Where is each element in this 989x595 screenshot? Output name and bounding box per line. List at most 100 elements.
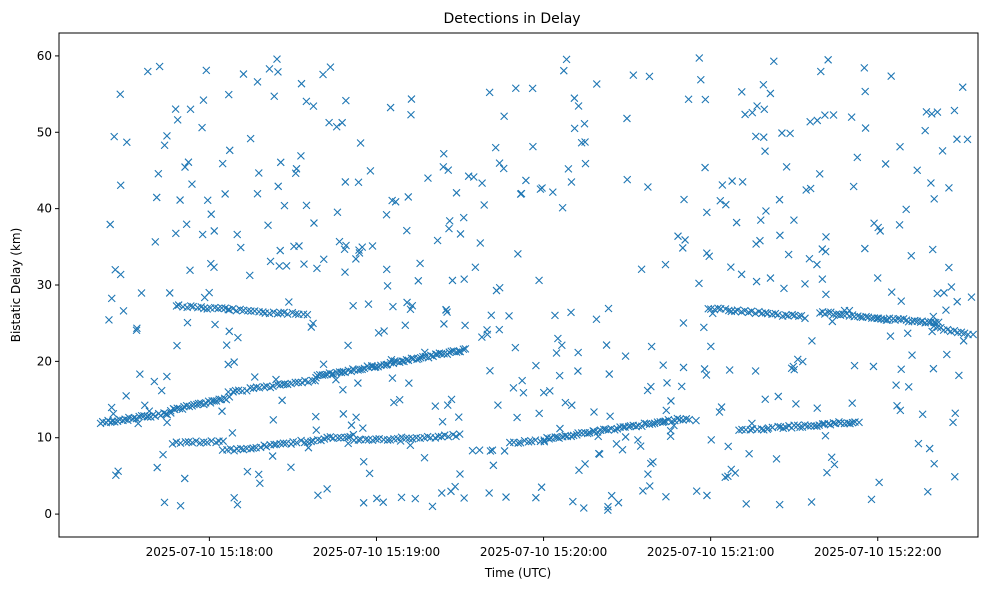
clutter-point xyxy=(198,123,206,132)
clutter-point xyxy=(552,349,561,357)
track-point xyxy=(200,304,208,313)
clutter-point xyxy=(726,263,735,271)
track-point xyxy=(452,432,460,441)
clutter-point xyxy=(171,105,180,114)
clutter-point xyxy=(491,143,500,152)
clutter-point xyxy=(529,142,537,151)
track-point xyxy=(192,437,200,446)
clutter-point xyxy=(135,370,144,379)
track-point xyxy=(203,438,212,447)
clutter-point xyxy=(513,250,522,258)
clutter-point xyxy=(575,466,583,475)
x-tick-label: 2025-07-10 15:22:00 xyxy=(814,545,941,559)
clutter-point xyxy=(452,188,461,197)
clutter-point xyxy=(114,467,123,476)
track-point xyxy=(727,307,736,316)
clutter-point xyxy=(163,418,171,427)
clutter-point xyxy=(659,361,668,369)
track-point xyxy=(862,312,870,321)
clutter-point xyxy=(752,277,761,286)
clutter-point xyxy=(456,470,464,478)
clutter-point xyxy=(940,288,948,297)
clutter-point xyxy=(954,371,963,380)
clutter-point xyxy=(445,216,454,225)
track-point xyxy=(371,363,380,371)
clutter-point xyxy=(460,494,469,502)
clutter-point xyxy=(500,447,509,455)
clutter-point xyxy=(180,474,189,483)
data-markers xyxy=(96,54,978,515)
clutter-point xyxy=(556,424,564,433)
track-point xyxy=(291,378,300,387)
clutter-point xyxy=(485,88,494,97)
track-point xyxy=(444,432,453,441)
clutter-point xyxy=(464,172,473,181)
y-tick-label: 60 xyxy=(37,49,52,63)
track-point xyxy=(774,422,782,431)
track-point xyxy=(803,422,812,430)
clutter-point xyxy=(929,364,938,373)
clutter-point xyxy=(604,304,613,313)
clutter-point xyxy=(352,413,360,422)
clutter-point xyxy=(519,388,528,397)
clutter-point xyxy=(605,370,614,378)
track-point xyxy=(320,371,329,379)
clutter-point xyxy=(221,190,230,198)
clutter-point xyxy=(873,274,882,282)
clutter-point xyxy=(707,435,716,444)
clutter-point xyxy=(666,432,675,441)
track-point xyxy=(199,438,208,447)
clutter-point xyxy=(518,376,527,385)
clutter-point xyxy=(280,201,289,210)
clutter-point xyxy=(751,132,760,141)
clutter-point xyxy=(567,178,576,186)
track-point xyxy=(797,311,806,320)
y-tick-label: 50 xyxy=(37,125,52,139)
clutter-point xyxy=(341,96,350,105)
clutter-point xyxy=(772,454,781,463)
clutter-point xyxy=(319,255,328,264)
track-point xyxy=(372,435,380,443)
clutter-point xyxy=(344,439,353,448)
clutter-point xyxy=(606,412,614,421)
clutter-point xyxy=(119,307,128,315)
x-tick-label: 2025-07-10 15:19:00 xyxy=(313,545,440,559)
track-point xyxy=(774,311,782,319)
clutter-point xyxy=(721,200,730,209)
clutter-point xyxy=(488,446,497,455)
clutter-point xyxy=(807,498,816,506)
clutter-point xyxy=(808,336,816,345)
clutter-point xyxy=(236,243,245,252)
clutter-point xyxy=(921,126,930,135)
clutter-point xyxy=(732,218,741,227)
clutter-point xyxy=(325,118,333,127)
track-point xyxy=(339,367,348,376)
track-point xyxy=(246,384,255,392)
clutter-point xyxy=(143,67,152,76)
track-point xyxy=(790,421,798,430)
clutter-point xyxy=(678,244,687,252)
clutter-point xyxy=(875,478,884,487)
clutter-point xyxy=(927,179,935,187)
clutter-point xyxy=(300,260,308,268)
track-point xyxy=(682,414,691,423)
clutter-point xyxy=(568,497,577,506)
clutter-point xyxy=(663,378,671,387)
clutter-point xyxy=(407,110,415,119)
clutter-point xyxy=(443,308,451,317)
track-point xyxy=(816,309,824,317)
track-point xyxy=(733,306,742,314)
clutter-point xyxy=(793,355,802,364)
clutter-point xyxy=(861,124,870,132)
track-point xyxy=(416,353,425,362)
clutter-point xyxy=(122,138,131,147)
clutter-point xyxy=(766,274,775,282)
track-point xyxy=(249,444,258,453)
track-point xyxy=(583,429,592,438)
clutter-point xyxy=(602,341,611,349)
clutter-point xyxy=(173,115,182,124)
clutter-point xyxy=(314,491,322,500)
clutter-point xyxy=(390,398,398,407)
clutter-point xyxy=(581,460,589,468)
clutter-point xyxy=(723,472,732,481)
